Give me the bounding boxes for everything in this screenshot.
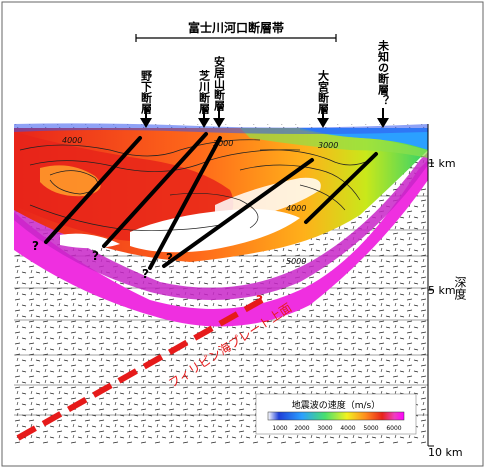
question-mark: ? xyxy=(32,239,39,253)
legend-tick: 3000 xyxy=(317,425,332,432)
arrow-down-icon xyxy=(140,118,152,128)
question-mark: ? xyxy=(142,267,149,281)
fault-label-shibakawa: 芝川断層 xyxy=(198,69,212,115)
contour-label: 4000 xyxy=(62,136,82,145)
zone-bracket xyxy=(135,20,337,42)
legend-colorbar xyxy=(267,411,405,421)
legend-tick: 4000 xyxy=(340,425,355,432)
velocity-legend: 地震波の速度（m/s） 1000 2000 3000 4000 5000 600… xyxy=(255,393,417,435)
fault-line-omiya xyxy=(162,158,314,268)
contour-label: 3000 xyxy=(318,141,338,150)
fault-arrows xyxy=(140,108,389,128)
legend-title: 地震波の速度（m/s） xyxy=(292,399,381,411)
legend-tick: 6000 xyxy=(386,425,401,432)
fault-traces xyxy=(44,132,378,270)
arrow-down-icon xyxy=(317,118,329,128)
plate-boundary-line xyxy=(16,297,264,441)
depth-tick-label: 1 km xyxy=(428,157,456,170)
question-mark: ? xyxy=(166,251,173,265)
fault-label-anzaiyama: 安居山断層 xyxy=(213,55,226,112)
contour-label: 4000 xyxy=(286,204,306,213)
fault-label-omiya: 大宮断層 xyxy=(317,69,330,115)
depth-axis xyxy=(427,124,434,447)
legend-tick: 2000 xyxy=(294,425,309,432)
zone-label: 富士川河口断層帯 xyxy=(188,20,284,35)
fault-label-noshita: 野下断層 xyxy=(140,70,153,115)
contour-label: 5000 xyxy=(286,257,306,266)
contour-label: 3000 xyxy=(213,139,233,148)
fault-line-noshita xyxy=(44,136,142,244)
question-mark: ? xyxy=(92,249,99,263)
fault-line-shibakawa xyxy=(102,132,208,248)
fault-line-unknown xyxy=(304,152,378,224)
arrow-down-icon xyxy=(377,118,389,128)
fault-label-unknown: 未知の断層？ xyxy=(377,39,391,106)
fault-line-anzaiyama xyxy=(148,136,222,270)
legend-tick: 5000 xyxy=(363,425,378,432)
depth-tick-label: 5 km xyxy=(428,284,456,297)
depth-tick-label: 10 km xyxy=(428,446,463,459)
arrow-down-icon xyxy=(198,118,210,128)
arrow-down-icon xyxy=(213,118,225,128)
depth-axis-title: 深度 xyxy=(453,276,467,300)
legend-tick: 1000 xyxy=(272,425,287,432)
